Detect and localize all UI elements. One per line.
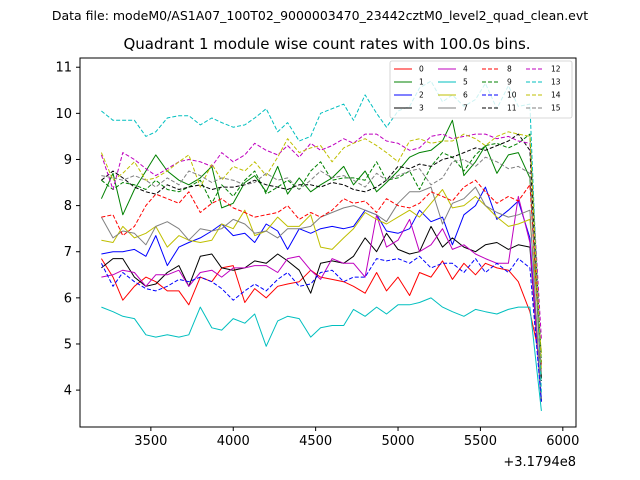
series-line-10 — [100, 255, 542, 402]
series-line-8 — [101, 179, 542, 365]
series-line-9 — [101, 133, 542, 363]
series-line-2 — [101, 186, 542, 400]
legend-label-2: 2 — [419, 91, 424, 100]
y-tick-label-10: 10 — [55, 107, 72, 122]
x-tick-label-5500: 5500 — [464, 434, 497, 449]
series-layer — [100, 80, 542, 411]
plot-area-frame — [79, 57, 577, 428]
series-line-3 — [101, 225, 542, 402]
legend-label-10: 10 — [507, 91, 517, 100]
y-tick-label-9: 9 — [64, 153, 72, 168]
legend-label-12: 12 — [551, 65, 561, 74]
series-line-13 — [101, 80, 542, 393]
legend-label-14: 14 — [551, 91, 561, 100]
series-line-5 — [101, 297, 542, 411]
series-line-15 — [101, 156, 542, 375]
legend-label-3: 3 — [419, 104, 424, 113]
x-tick-label-3500: 3500 — [134, 434, 167, 449]
y-tick-label-7: 7 — [64, 245, 72, 260]
legend-label-15: 15 — [551, 104, 561, 113]
x-tick-label-6000: 6000 — [546, 434, 579, 449]
series-line-6 — [101, 189, 542, 354]
legend-label-0: 0 — [419, 65, 424, 74]
x-tick-label-4500: 4500 — [299, 434, 332, 449]
x-axis-ticks: 3500 4000 4500 5000 5500 6000 — [134, 427, 579, 449]
series-line-4 — [101, 195, 542, 402]
series-line-1 — [100, 119, 542, 379]
legend-label-7: 7 — [463, 104, 468, 113]
legend-label-9: 9 — [507, 78, 512, 87]
y-tick-label-6: 6 — [64, 291, 72, 306]
series-line-14 — [100, 131, 542, 370]
x-tick-label-4000: 4000 — [217, 434, 250, 449]
series-line-7 — [100, 186, 542, 402]
legend-frame — [389, 60, 573, 119]
x-tick-label-5000: 5000 — [381, 434, 414, 449]
y-tick-label-4: 4 — [64, 384, 72, 399]
legend-label-11: 11 — [507, 104, 517, 113]
series-line-12 — [100, 133, 542, 340]
legend-label-4: 4 — [463, 65, 468, 74]
legend-label-13: 13 — [551, 78, 561, 87]
y-tick-label-8: 8 — [64, 199, 72, 214]
legend-label-8: 8 — [507, 65, 512, 74]
x-axis-offset-label: +3.1794e8 — [503, 455, 576, 470]
legend-label-1: 1 — [419, 78, 424, 87]
y-tick-label-5: 5 — [64, 337, 72, 352]
y-tick-label-11: 11 — [55, 61, 72, 76]
figure-suptitle: Data file: modeM0/AS1A07_100T02_90000034… — [52, 8, 588, 23]
legend-label-5: 5 — [463, 78, 468, 87]
chart-title: Quadrant 1 module wise count rates with … — [123, 35, 530, 53]
series-line-11 — [101, 133, 542, 381]
legend-label-6: 6 — [463, 91, 468, 100]
y-axis-ticks: 4 5 6 7 8 9 10 11 — [55, 61, 80, 399]
